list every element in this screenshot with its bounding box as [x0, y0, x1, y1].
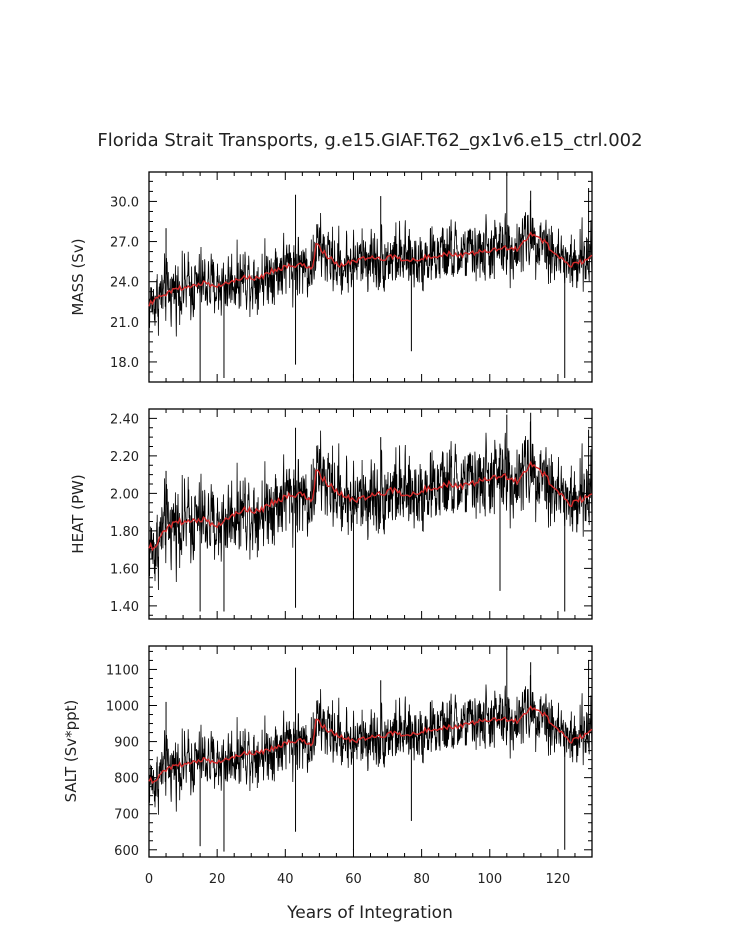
- series-salt: [148, 647, 593, 852]
- x-tick-label: 100: [477, 872, 502, 887]
- y-tick-label: 1.80: [110, 525, 139, 540]
- y-tick-label: 1.40: [110, 600, 139, 615]
- y-tick-label: 2.20: [110, 450, 139, 465]
- y-axis-mass: 18.0 21.0 24.0 27.0 30.0: [110, 180, 592, 383]
- x-tick-label: 120: [546, 872, 571, 887]
- y-axis-label-heat: HEAT (PW): [69, 474, 87, 553]
- x-tick-label: 0: [145, 872, 153, 887]
- y-tick-label: 2.40: [110, 412, 139, 427]
- y-tick-label: 24.0: [110, 276, 139, 291]
- y-tick-label: 18.0: [110, 356, 139, 371]
- panel-heat: 1.40 1.60 1.80 2.00 2.20 2.40 HEAT (PW): [69, 408, 593, 620]
- monthly-series-line: [148, 421, 593, 591]
- y-tick-label: 1100: [106, 663, 139, 678]
- x-tick-label: 40: [277, 872, 294, 887]
- y-tick-label: 30.0: [110, 195, 139, 210]
- x-axis-ticks-salt: [148, 646, 593, 857]
- x-axis-ticks-mass: [148, 172, 593, 382]
- y-axis-label-salt: SALT (Sv*ppt): [62, 700, 80, 803]
- panel-frame: [148, 171, 593, 383]
- y-tick-label: 1000: [106, 700, 139, 715]
- x-axis-ticks-heat: [148, 409, 593, 619]
- x-tick-label: 60: [345, 872, 362, 887]
- y-axis-label-mass: MASS (Sv): [69, 238, 87, 315]
- y-tick-label: 1.60: [110, 562, 139, 577]
- y-tick-label: 700: [114, 808, 139, 823]
- y-tick-label: 27.0: [110, 236, 139, 251]
- x-axis-label: Years of Integration: [286, 903, 453, 923]
- annual-mean-line: [148, 460, 593, 552]
- x-tick-label: 80: [413, 872, 430, 887]
- monthly-series-line: [148, 200, 593, 337]
- y-axis-salt: 600 700 800 900 1000 1100: [106, 650, 592, 859]
- series-heat: [148, 412, 593, 619]
- chart-title: Florida Strait Transports, g.e15.GIAF.T6…: [97, 130, 642, 151]
- annual-mean-line: [148, 705, 593, 785]
- x-axis-tick-labels: 0 20 40 60 80 100 120: [145, 872, 570, 887]
- series-mass: [148, 173, 593, 378]
- panel-salt: 600 700 800 900 1000 1100 SALT (Sv*ppt): [62, 645, 593, 859]
- y-tick-label: 900: [114, 736, 139, 751]
- x-tick-label: 20: [209, 872, 226, 887]
- y-tick-label: 600: [114, 844, 139, 859]
- y-tick-label: 2.00: [110, 487, 139, 502]
- panel-mass: 18.0 21.0 24.0 27.0 30.0 MASS (Sv): [69, 171, 593, 383]
- annual-mean-line: [148, 231, 593, 307]
- y-tick-label: 21.0: [110, 316, 139, 331]
- y-tick-label: 800: [114, 772, 139, 787]
- monthly-series-line: [148, 674, 593, 815]
